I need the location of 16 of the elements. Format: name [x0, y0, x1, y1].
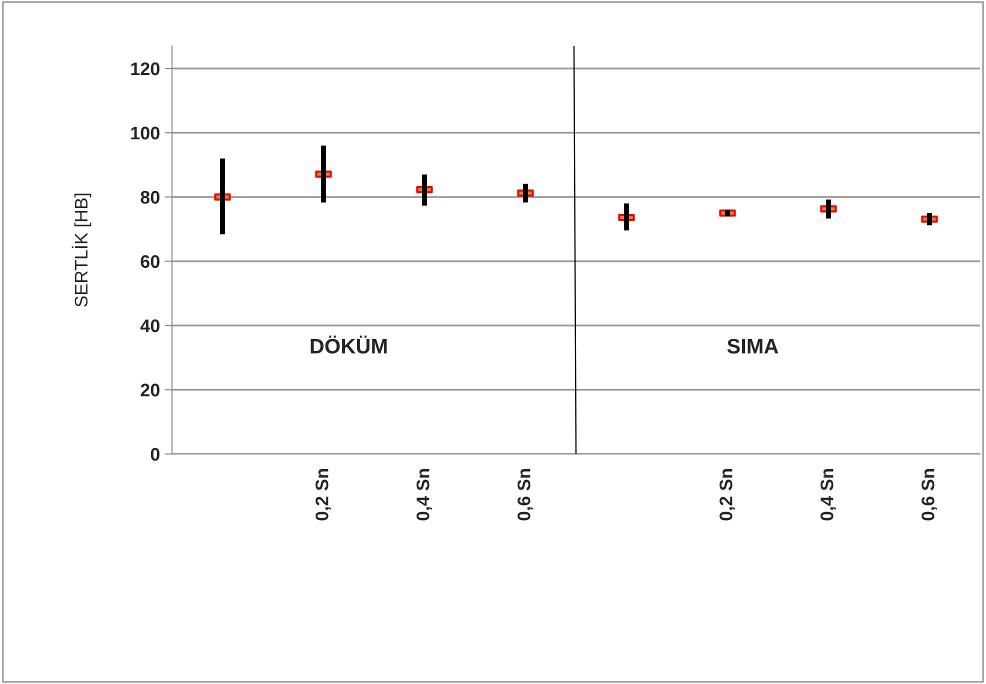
annotation: SIMA: [727, 338, 778, 354]
y-tick-label: 20: [140, 384, 160, 396]
y-tick-label: 0: [150, 448, 160, 461]
y-tick-label: 100: [131, 126, 160, 140]
y-tick-label: 60: [140, 255, 160, 268]
y-tick-label: 120: [131, 62, 160, 76]
x-tick-label: 0,6 Sn: [922, 469, 937, 520]
x-tick-label: 0,6 Sn: [518, 469, 533, 520]
y-tick-label: 80: [140, 190, 160, 204]
x-tick-label: 0,4 Sn: [416, 469, 432, 520]
y-axis-title: SERTLİK [HB]: [72, 194, 92, 307]
annotation: DÖKÜM: [310, 336, 387, 354]
x-tick-label: 0,2 Sn: [316, 469, 331, 520]
y-tick-label: 40: [140, 319, 160, 332]
x-tick-label: 0,2 Sn: [720, 469, 735, 520]
x-tick-label: 0,4 Sn: [820, 469, 836, 520]
